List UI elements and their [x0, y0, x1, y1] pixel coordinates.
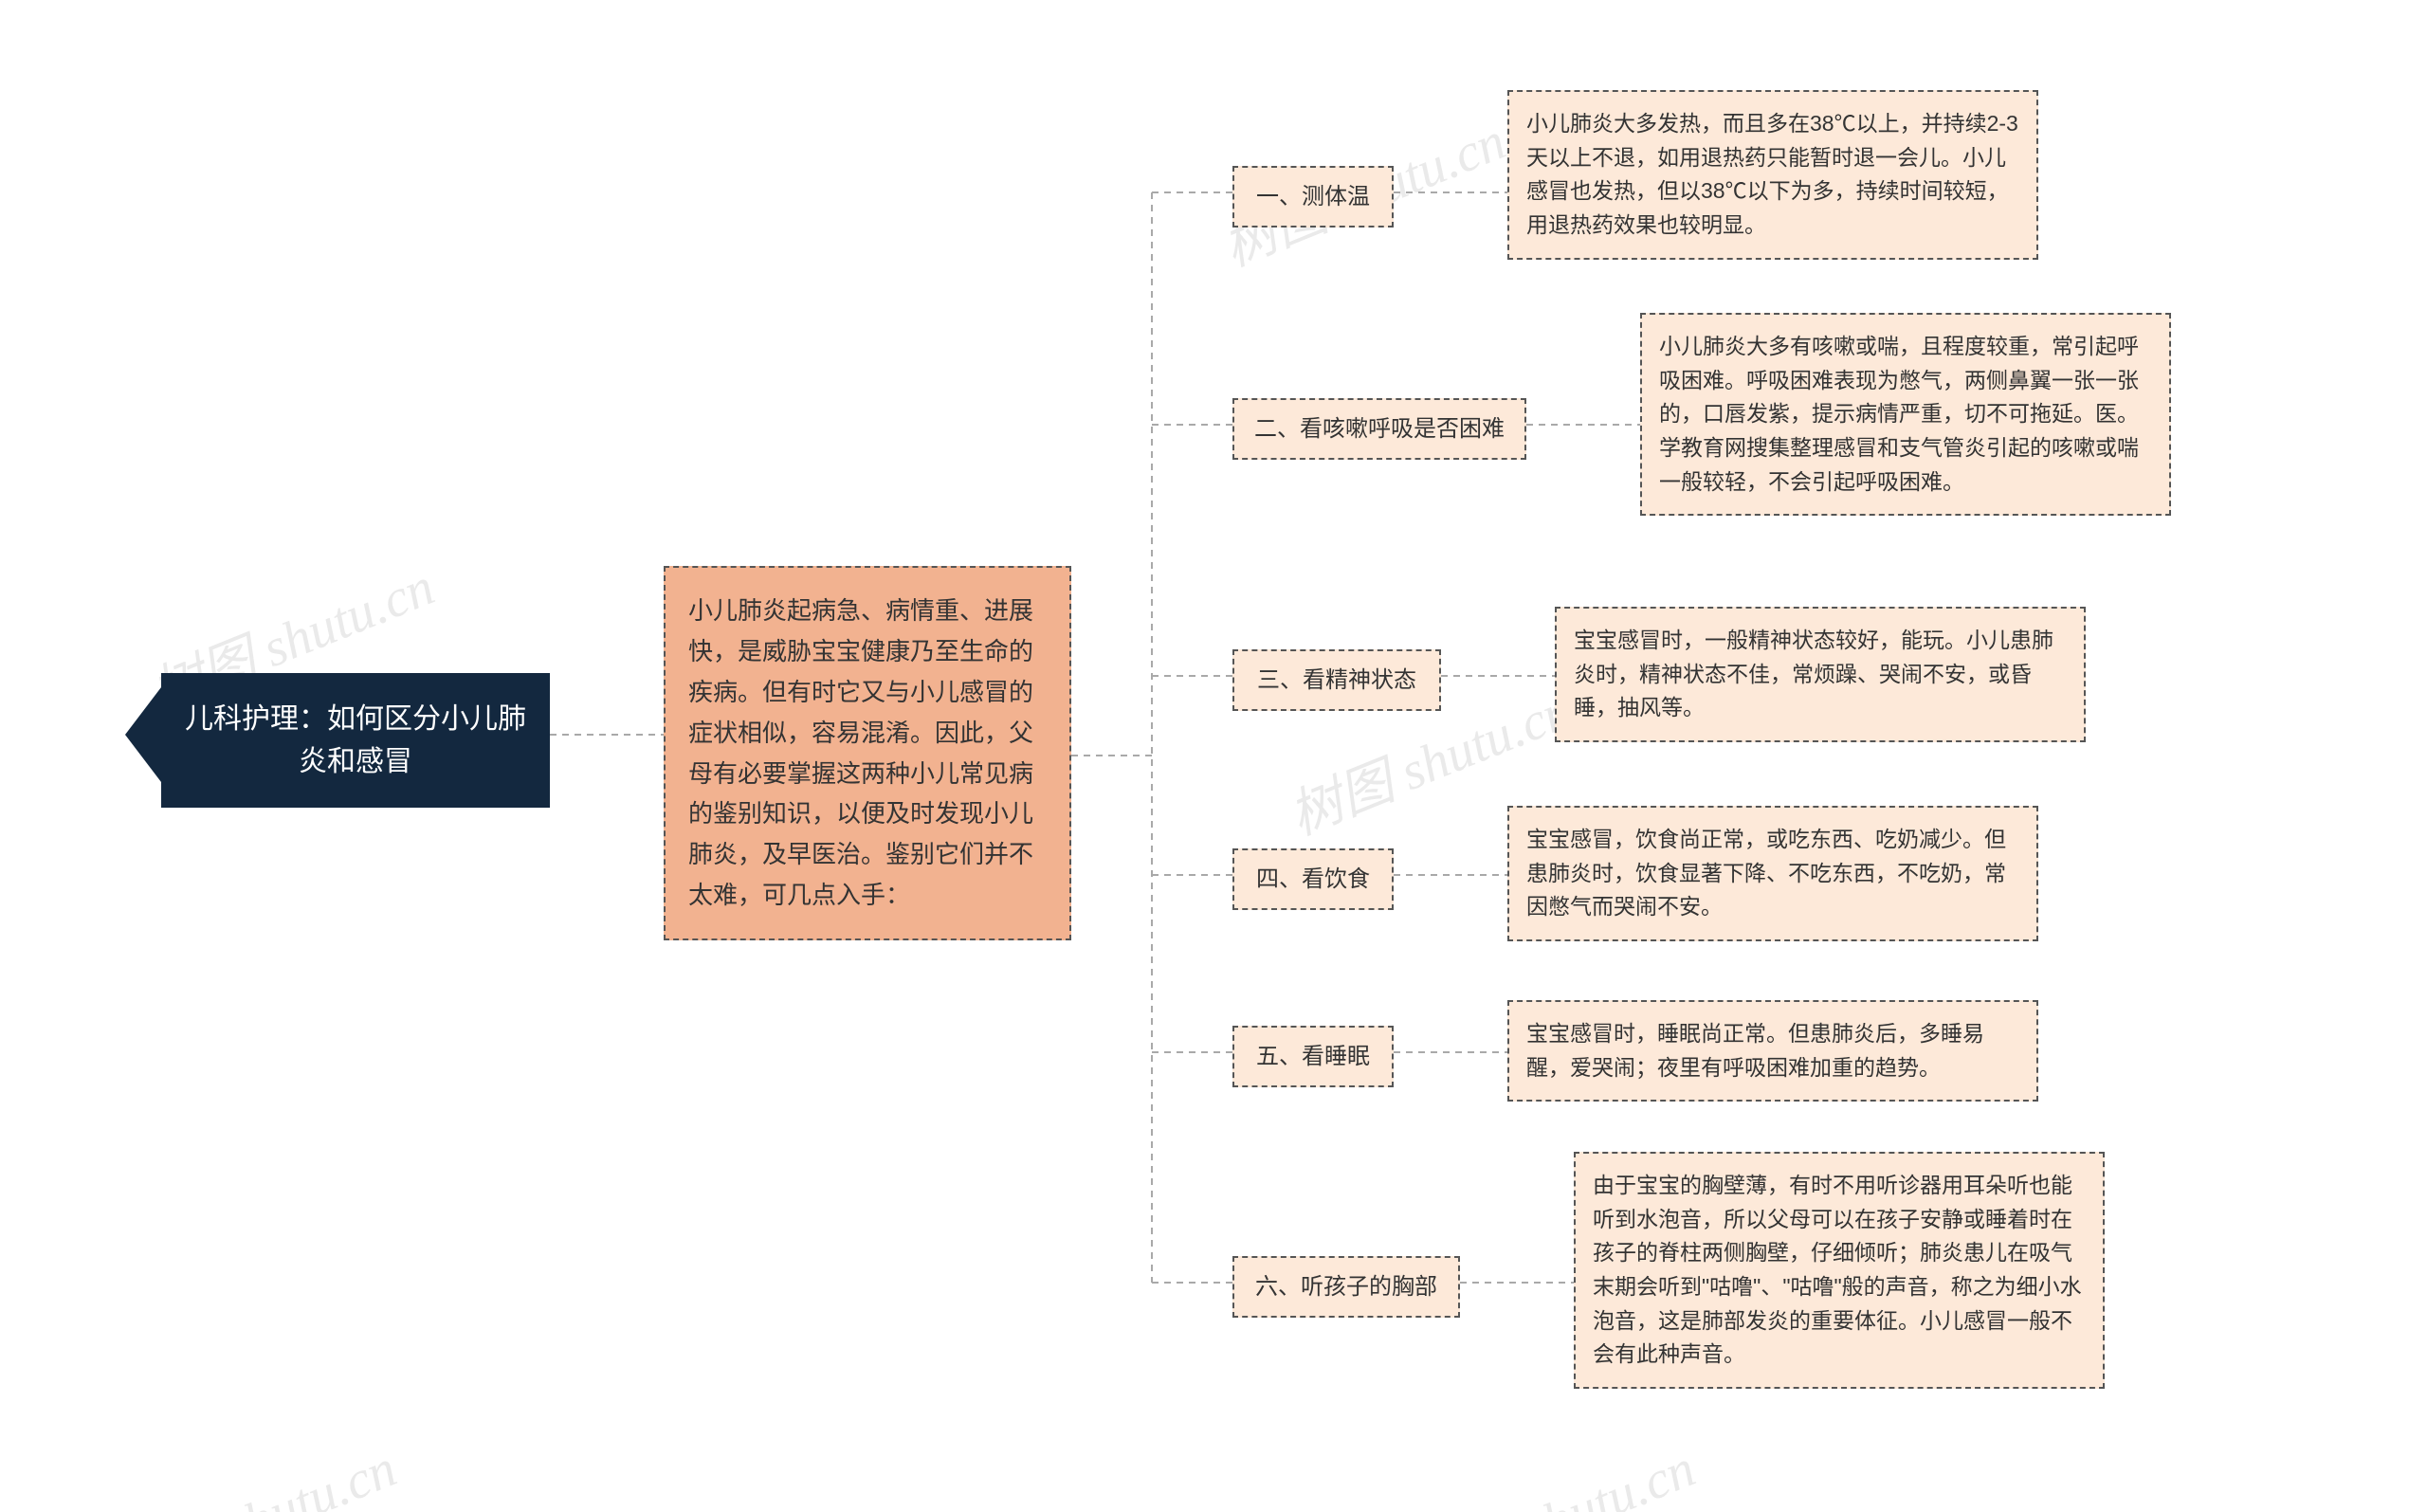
branch-label: 五、看睡眠	[1256, 1044, 1370, 1069]
branch-label: 二、看咳嗽呼吸是否困难	[1254, 416, 1505, 442]
leaf-node-2[interactable]: 小儿肺炎大多有咳嗽或喘，且程度较重，常引起呼吸困难。呼吸困难表现为憋气，两侧鼻翼…	[1640, 313, 2171, 516]
leaf-node-4[interactable]: 宝宝感冒，饮食尚正常，或吃东西、吃奶减少。但患肺炎时，饮食显著下降、不吃东西，不…	[1507, 806, 2038, 941]
root-arrow-icon	[125, 687, 161, 782]
leaf-text: 小儿肺炎大多有咳嗽或喘，且程度较重，常引起呼吸困难。呼吸困难表现为憋气，两侧鼻翼…	[1659, 334, 2139, 494]
branch-node-2[interactable]: 二、看咳嗽呼吸是否困难	[1232, 398, 1526, 460]
leaf-text: 由于宝宝的胸壁薄，有时不用听诊器用耳朵听也能听到水泡音，所以父母可以在孩子安静或…	[1593, 1173, 2082, 1366]
branch-label: 一、测体温	[1256, 184, 1370, 209]
root-title: 儿科护理：如何区分小儿肺炎和感冒	[185, 703, 526, 777]
leaf-node-5[interactable]: 宝宝感冒时，睡眠尚正常。但患肺炎后，多睡易醒，爱哭闹；夜里有呼吸困难加重的趋势。	[1507, 1000, 2038, 1102]
leaf-text: 宝宝感冒，饮食尚正常，或吃东西、吃奶减少。但患肺炎时，饮食显著下降、不吃东西，不…	[1526, 827, 2006, 919]
leaf-text: 宝宝感冒时，一般精神状态较好，能玩。小儿患肺炎时，精神状态不佳，常烦躁、哭闹不安…	[1574, 628, 2053, 720]
branch-node-5[interactable]: 五、看睡眠	[1232, 1026, 1394, 1087]
intro-text: 小儿肺炎起病急、病情重、进展快，是威胁宝宝健康乃至生命的疾病。但有时它又与小儿感…	[688, 596, 1033, 909]
watermark: 树图 shutu.cn	[100, 1426, 406, 1512]
branch-node-1[interactable]: 一、测体温	[1232, 166, 1394, 228]
branch-node-3[interactable]: 三、看精神状态	[1232, 649, 1441, 711]
root-node[interactable]: 儿科护理：如何区分小儿肺炎和感冒	[161, 673, 550, 808]
leaf-node-6[interactable]: 由于宝宝的胸壁薄，有时不用听诊器用耳朵听也能听到水泡音，所以父母可以在孩子安静或…	[1574, 1152, 2105, 1389]
branch-label: 四、看饮食	[1256, 866, 1370, 892]
branch-label: 三、看精神状态	[1257, 667, 1416, 693]
leaf-node-3[interactable]: 宝宝感冒时，一般精神状态较好，能玩。小儿患肺炎时，精神状态不佳，常烦躁、哭闹不安…	[1555, 607, 2086, 742]
leaf-text: 小儿肺炎大多发热，而且多在38℃以上，并持续2-3天以上不退，如用退热药只能暂时…	[1526, 111, 2018, 237]
watermark: 树图 shutu.cn	[1399, 1426, 1705, 1512]
branch-label: 六、听孩子的胸部	[1255, 1274, 1437, 1300]
branch-node-4[interactable]: 四、看饮食	[1232, 848, 1394, 910]
leaf-node-1[interactable]: 小儿肺炎大多发热，而且多在38℃以上，并持续2-3天以上不退，如用退热药只能暂时…	[1507, 90, 2038, 260]
leaf-text: 宝宝感冒时，睡眠尚正常。但患肺炎后，多睡易醒，爱哭闹；夜里有呼吸困难加重的趋势。	[1526, 1021, 1984, 1080]
branch-node-6[interactable]: 六、听孩子的胸部	[1232, 1256, 1460, 1318]
intro-node[interactable]: 小儿肺炎起病急、病情重、进展快，是威胁宝宝健康乃至生命的疾病。但有时它又与小儿感…	[664, 566, 1071, 940]
